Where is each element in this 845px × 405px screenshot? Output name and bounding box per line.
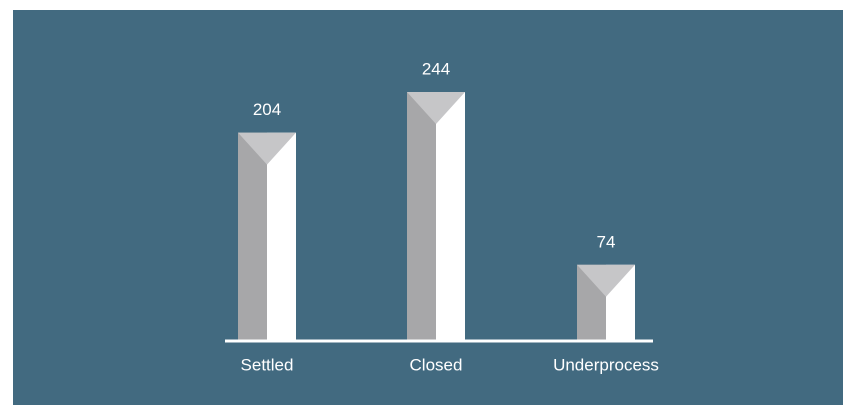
bar-light bbox=[267, 132, 296, 340]
value-label: 204 bbox=[253, 100, 281, 119]
bar-shade bbox=[238, 132, 267, 340]
bar-shade bbox=[407, 92, 436, 340]
value-label: 74 bbox=[597, 232, 616, 251]
category-label: Closed bbox=[410, 355, 463, 374]
category-label: Settled bbox=[241, 355, 294, 374]
bar-cap bbox=[577, 264, 635, 297]
bar-cap bbox=[238, 132, 296, 165]
category-label: Underprocess bbox=[553, 355, 659, 374]
bar-light bbox=[436, 92, 465, 340]
bar-cap bbox=[407, 92, 465, 124]
value-label: 244 bbox=[422, 59, 450, 78]
